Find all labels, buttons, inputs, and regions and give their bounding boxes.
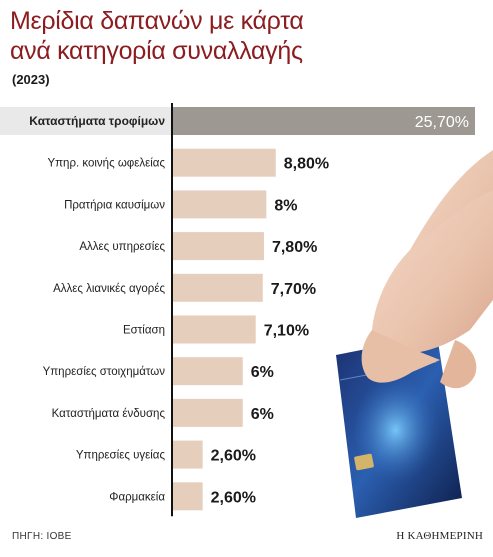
- value-label: 2,60%: [211, 448, 256, 465]
- category-label: Υπηρ. κοινής ωφελείας: [47, 158, 165, 170]
- publisher-logo-text: Η ΚΑΘΗΜΕΡΙΝΗ: [396, 530, 483, 542]
- hand-shape: [371, 190, 493, 359]
- bar: [172, 107, 475, 135]
- bar: [172, 273, 263, 302]
- value-label: 25,70%: [415, 114, 469, 131]
- bar: [172, 398, 243, 427]
- category-label: Φαρμακεία: [109, 491, 165, 503]
- finger-shape: [440, 340, 477, 389]
- category-label: Εστίαση: [123, 325, 165, 337]
- title-line-1: Μερίδια δαπανών με κάρτα: [10, 7, 304, 35]
- value-label: 6%: [251, 364, 274, 381]
- bar: [172, 440, 203, 469]
- category-label: Υπηρεσίες υγείας: [76, 450, 166, 462]
- credit-card: [336, 335, 462, 518]
- bar: [172, 232, 264, 261]
- category-label: Υπηρεσίες στοιχημάτων: [43, 366, 166, 378]
- bar: [172, 357, 243, 386]
- category-label: Αλλες υπηρεσίες: [79, 241, 165, 253]
- bar: [172, 148, 276, 177]
- bar: [172, 315, 256, 344]
- value-label: 2,60%: [211, 489, 256, 506]
- bar: [172, 482, 203, 511]
- value-label: 7,80%: [272, 239, 317, 256]
- highlight-label-background: [0, 107, 172, 135]
- category-label: Πρατήρια καυσίμων: [64, 199, 165, 211]
- value-label: 8%: [274, 197, 297, 214]
- value-label: 8,80%: [284, 156, 329, 173]
- source-note: ΠΗΓΗ: ΙΟΒΕ: [12, 531, 72, 542]
- title-line-2: ανά κατηγορία συναλλαγής: [10, 37, 303, 65]
- chart-subtitle: (2023): [12, 72, 50, 87]
- thumb-shape: [361, 330, 440, 383]
- value-label: 7,70%: [271, 281, 316, 298]
- value-label: 7,10%: [264, 323, 309, 340]
- category-label: Καταστήματα τροφίμων: [29, 114, 165, 128]
- category-label: Αλλες λιανικές αγορές: [53, 283, 165, 295]
- card-chip: [354, 453, 374, 471]
- chart-title: Μερίδια δαπανών με κάρτα ανά κατηγορία σ…: [10, 6, 304, 66]
- bar: [172, 190, 267, 219]
- category-label: Καταστήματα ένδυσης: [52, 408, 166, 420]
- value-label: 6%: [251, 406, 274, 423]
